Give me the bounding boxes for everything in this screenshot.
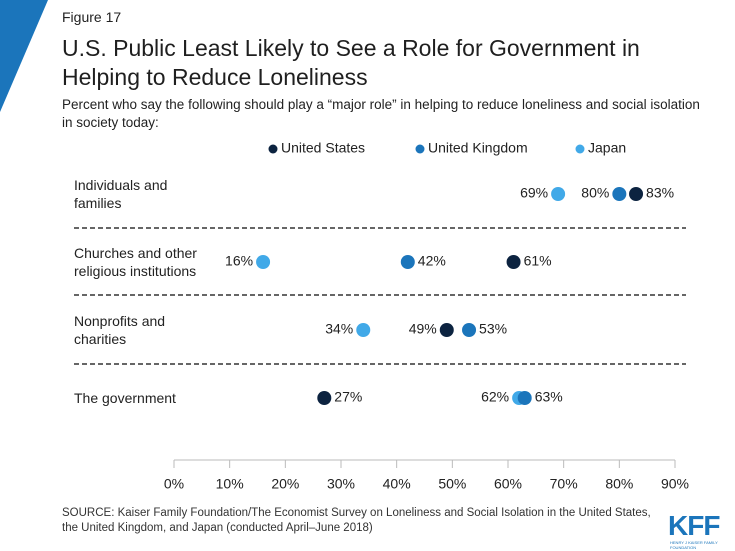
chart-title: U.S. Public Least Likely to See a Role f… <box>62 35 640 90</box>
dot <box>439 323 454 337</box>
dot <box>551 187 566 201</box>
dot <box>629 187 644 201</box>
figure-label: Figure 17 <box>62 9 122 25</box>
dot <box>517 391 532 405</box>
dot <box>462 323 477 337</box>
legend-swatch <box>415 144 425 154</box>
legend-label: Japan <box>588 140 626 156</box>
corner-triangle <box>0 0 48 112</box>
value-label: 34% <box>325 321 353 337</box>
value-label: 42% <box>418 253 446 269</box>
dot <box>506 255 521 269</box>
legend-label: United Kingdom <box>428 140 528 156</box>
x-tick-label: 50% <box>438 476 466 492</box>
value-label: 27% <box>334 389 362 405</box>
value-label: 63% <box>535 389 563 405</box>
value-label: 83% <box>646 185 674 201</box>
dot <box>400 255 415 269</box>
logo-tagline: HENRY J KAISER FAMILY FOUNDATION <box>670 540 718 550</box>
x-tick-label: 80% <box>605 476 633 492</box>
value-label: 61% <box>524 253 552 269</box>
x-tick-label: 70% <box>550 476 578 492</box>
chart-subtitle: Percent who say the following should pla… <box>62 97 700 130</box>
x-tick-label: 40% <box>383 476 411 492</box>
category-label: Churches and other religious institution… <box>74 245 197 279</box>
logo: KFF <box>668 510 720 541</box>
source-note: SOURCE: Kaiser Family Foundation/The Eco… <box>62 507 651 534</box>
dot <box>356 323 371 337</box>
dot <box>612 187 627 201</box>
category-label: Nonprofits and charities <box>74 313 166 347</box>
category-label: Individuals and families <box>74 177 168 211</box>
value-label: 62% <box>481 389 509 405</box>
category-label: The government <box>74 390 176 406</box>
dot <box>317 391 332 405</box>
legend-label: United States <box>281 140 365 156</box>
value-label: 80% <box>581 185 609 201</box>
x-tick-label: 30% <box>327 476 355 492</box>
x-tick-label: 20% <box>271 476 299 492</box>
x-tick-label: 90% <box>661 476 689 492</box>
value-label: 49% <box>409 321 437 337</box>
legend-swatch <box>575 144 585 154</box>
x-tick-label: 0% <box>164 476 184 492</box>
x-tick-label: 60% <box>494 476 522 492</box>
x-tick-label: 10% <box>216 476 244 492</box>
value-label: 53% <box>479 321 507 337</box>
legend-swatch <box>268 144 278 154</box>
value-label: 69% <box>520 185 548 201</box>
dot <box>256 255 271 269</box>
value-label: 16% <box>225 253 253 269</box>
